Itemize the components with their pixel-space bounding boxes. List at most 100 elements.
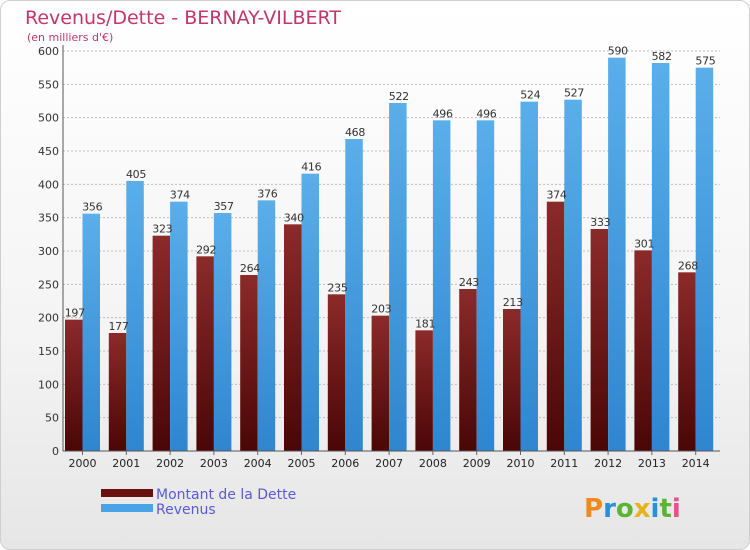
data-label-revenue: 575 xyxy=(695,55,715,68)
legend-label-revenue: Revenus xyxy=(156,502,216,518)
logo-letter: i xyxy=(651,494,660,524)
x-tick-label: 2011 xyxy=(550,457,578,470)
x-tick-label: 2008 xyxy=(419,457,447,470)
bar-revenue xyxy=(608,57,626,452)
y-tick-label: 500 xyxy=(38,112,59,125)
bar-debt xyxy=(634,250,652,451)
x-tick-label: 2012 xyxy=(594,457,622,470)
x-tick-label: 2010 xyxy=(507,457,535,470)
y-tick-label: 100 xyxy=(38,378,59,391)
x-tick-label: 2003 xyxy=(200,457,228,470)
proxiti-logo: Proxiti xyxy=(584,494,681,524)
y-tick-label: 550 xyxy=(38,78,59,91)
bar-debt xyxy=(546,201,565,451)
bar-revenue xyxy=(213,213,232,451)
data-label-debt: 374 xyxy=(546,189,566,202)
logo-letter: r xyxy=(603,494,616,524)
bar-revenue xyxy=(476,120,495,451)
data-label-revenue: 468 xyxy=(345,126,365,139)
x-tick-label: 2006 xyxy=(331,457,359,470)
x-tick-label: 2002 xyxy=(156,457,184,470)
bar-revenue xyxy=(432,120,451,451)
data-label-debt: 323 xyxy=(152,223,172,236)
bar-debt xyxy=(152,235,171,451)
data-label-revenue: 524 xyxy=(520,89,540,102)
data-label-revenue: 582 xyxy=(652,50,672,63)
bar-revenue xyxy=(126,181,144,451)
x-tick-label: 2009 xyxy=(463,457,491,470)
logo-letter: x xyxy=(634,494,651,524)
y-tick-label: 300 xyxy=(38,245,59,258)
data-label-revenue: 356 xyxy=(82,201,102,214)
data-label-debt: 213 xyxy=(503,296,523,309)
bar-revenue xyxy=(695,67,714,452)
logo-letter: o xyxy=(616,494,634,524)
y-tick-label: 400 xyxy=(38,178,59,191)
data-label-debt: 177 xyxy=(108,320,128,333)
data-label-revenue: 405 xyxy=(126,168,146,181)
bar-revenue xyxy=(651,63,670,451)
x-tick-label: 2004 xyxy=(244,457,272,470)
y-axis-ticks: 0 50 100 150 200 250 300 350 400 450 500 550 600 xyxy=(38,45,59,458)
bar-revenue xyxy=(564,99,582,452)
x-tick-label: 2014 xyxy=(682,457,710,470)
logo-letter: P xyxy=(584,494,603,524)
bar-debt xyxy=(65,319,83,451)
bar-debt xyxy=(503,309,521,451)
bar-revenue xyxy=(82,213,100,451)
data-label-revenue: 416 xyxy=(301,161,321,174)
x-tick-label: 2007 xyxy=(375,457,403,470)
y-tick-label: 150 xyxy=(38,345,59,358)
x-tick-label: 2000 xyxy=(69,457,97,470)
data-labels: 197 356 177 405 323 374 292 357 264 376 340 416 235 4… xyxy=(65,45,716,333)
data-label-debt: 292 xyxy=(196,243,216,256)
data-label-debt: 340 xyxy=(284,211,304,224)
bar-revenue xyxy=(389,103,407,451)
bar-debt xyxy=(590,229,609,451)
bar-debt xyxy=(108,333,127,451)
bar-debt xyxy=(678,272,696,451)
data-label-debt: 197 xyxy=(65,307,85,320)
legend-label-debt: Montant de la Dette xyxy=(156,487,296,503)
bar-debt xyxy=(415,330,433,451)
logo-letter: i xyxy=(672,494,681,524)
bar-debt xyxy=(327,294,346,451)
x-tick-label: 2013 xyxy=(638,457,666,470)
data-label-debt: 333 xyxy=(590,216,610,229)
x-axis-ticks: 2000 2001 2002 2003 2004 2005 2006 2007 2008 2009… xyxy=(69,451,710,470)
bar-debt xyxy=(240,275,258,451)
data-label-debt: 243 xyxy=(459,276,479,289)
chart-subtitle: (en milliers d'€) xyxy=(27,31,113,44)
data-label-revenue: 527 xyxy=(564,87,584,100)
axes xyxy=(62,45,720,452)
data-label-revenue: 496 xyxy=(476,107,496,120)
x-tick-label: 2001 xyxy=(112,457,140,470)
data-label-debt: 181 xyxy=(415,317,435,330)
bar-debt xyxy=(459,289,477,451)
data-label-debt: 264 xyxy=(240,262,260,275)
bar-debt xyxy=(284,224,302,451)
bars xyxy=(65,57,714,452)
data-label-revenue: 357 xyxy=(214,200,234,213)
bar-debt xyxy=(196,256,214,451)
x-tick-label: 2005 xyxy=(288,457,316,470)
bar-revenue xyxy=(170,201,188,451)
data-label-debt: 301 xyxy=(634,237,654,250)
data-label-revenue: 376 xyxy=(257,187,277,200)
y-tick-label: 200 xyxy=(38,312,59,325)
bar-revenue xyxy=(301,173,319,451)
data-label-revenue: 374 xyxy=(170,189,190,202)
bar-revenue xyxy=(520,101,538,452)
logo-letter: t xyxy=(659,494,671,524)
data-label-debt: 268 xyxy=(678,259,698,272)
data-label-revenue: 496 xyxy=(433,107,453,120)
bar-debt xyxy=(371,315,390,451)
data-label-revenue: 522 xyxy=(389,90,409,103)
y-tick-label: 250 xyxy=(38,278,59,291)
y-tick-label: 600 xyxy=(38,45,59,58)
data-label-revenue: 590 xyxy=(608,45,628,58)
y-tick-label: 450 xyxy=(38,145,59,158)
